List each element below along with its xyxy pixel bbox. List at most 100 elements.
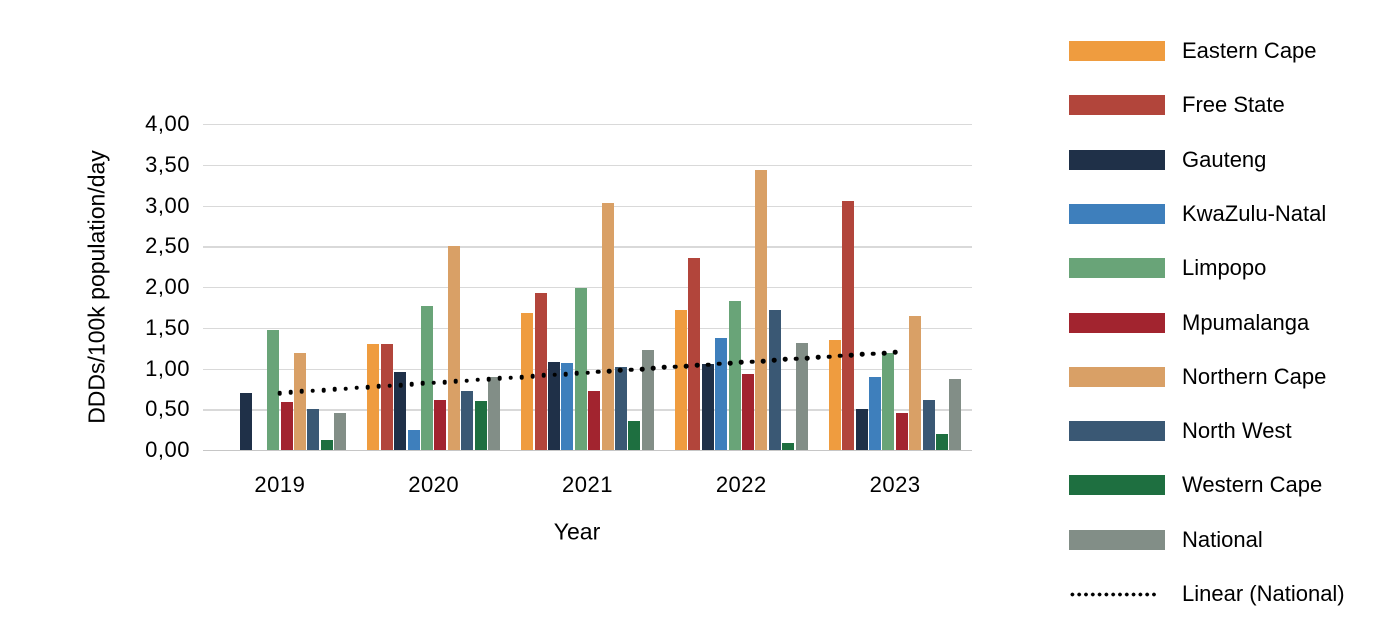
trendline-dot bbox=[870, 351, 876, 356]
trendline-dot bbox=[815, 354, 821, 360]
bar-2021-limpopo bbox=[574, 287, 587, 450]
legend-label: KwaZulu-Natal bbox=[1182, 200, 1327, 226]
trendline-dot bbox=[673, 364, 678, 370]
legend-swatch-gauteng bbox=[1069, 149, 1165, 170]
x-tick-2019: 2019 bbox=[254, 472, 306, 497]
bar-2020-gauteng bbox=[394, 371, 407, 450]
legend-label: North West bbox=[1182, 418, 1292, 444]
y-tick-4-00: 4,00 bbox=[145, 111, 190, 136]
bar-2019-gauteng bbox=[240, 392, 253, 450]
legend-label: Linear (National) bbox=[1182, 581, 1345, 606]
bar-2020-north-west bbox=[461, 391, 474, 450]
trendline-dot bbox=[881, 350, 887, 356]
bar-2020-eastern-cape bbox=[367, 344, 380, 450]
bar-2022-free-state bbox=[688, 258, 701, 450]
bar-2022-gauteng bbox=[701, 364, 714, 450]
bar-2023-national bbox=[949, 379, 962, 450]
trendline-dot bbox=[684, 363, 689, 369]
bar-2019-national bbox=[334, 413, 347, 450]
trendline-dot bbox=[497, 376, 502, 381]
y-tick-2-50: 2,50 bbox=[145, 233, 190, 259]
trendline-dot bbox=[695, 363, 700, 368]
legend-item-gauteng: Gauteng bbox=[1069, 147, 1266, 173]
bar-2022-national bbox=[795, 343, 808, 450]
bar-2021-national bbox=[641, 349, 654, 450]
x-axis-line bbox=[203, 449, 972, 451]
bar-2020-free-state bbox=[380, 344, 393, 450]
trendline-dot bbox=[749, 359, 755, 364]
trendline-dot bbox=[607, 368, 612, 374]
legend-item-western-cape: Western Cape bbox=[1069, 472, 1322, 498]
trendline-dot bbox=[826, 354, 832, 359]
trendline-dot bbox=[464, 378, 469, 383]
legend-swatch-limpopo bbox=[1069, 258, 1165, 279]
bar-2021-free-state bbox=[534, 292, 547, 450]
trendline-dot bbox=[486, 376, 491, 382]
bar-2023-gauteng bbox=[855, 409, 868, 450]
legend-label: Mpumalanga bbox=[1182, 309, 1310, 335]
legend-item-north-west: North West bbox=[1069, 418, 1292, 444]
trendline-dot bbox=[299, 389, 305, 394]
x-tick-2021: 2021 bbox=[562, 472, 613, 497]
legend-label: National bbox=[1182, 526, 1263, 552]
trendline-dot bbox=[310, 388, 316, 394]
trendline-dot bbox=[475, 377, 480, 383]
bar-2021-eastern-cape bbox=[521, 313, 534, 450]
bar-2023-mpumalanga bbox=[895, 413, 908, 450]
legend-item-national: National bbox=[1069, 527, 1263, 553]
trendline-dot bbox=[651, 365, 656, 371]
bar-2020-northern-cape bbox=[447, 246, 460, 450]
bar-2022-eastern-cape bbox=[675, 309, 687, 450]
trendline-dot bbox=[596, 369, 601, 375]
trendline-dot bbox=[343, 386, 349, 391]
bar-2019-mpumalanga bbox=[280, 401, 293, 450]
trendline-dot bbox=[277, 390, 283, 396]
gridline bbox=[203, 205, 972, 207]
trendline-dot bbox=[640, 366, 645, 372]
trendline-dot bbox=[398, 382, 404, 388]
legend-swatch-eastern-cape bbox=[1069, 41, 1165, 61]
legend-swatch-north-west bbox=[1069, 421, 1165, 442]
legend-label: Limpopo bbox=[1182, 255, 1267, 281]
trendline-dot bbox=[442, 379, 447, 385]
trendline-dot bbox=[793, 356, 799, 362]
gridline bbox=[203, 368, 972, 370]
plot-area bbox=[203, 124, 972, 451]
trendline-dot bbox=[706, 362, 711, 367]
y-tick-1-50: 1,50 bbox=[145, 314, 190, 340]
bar-2023-western-cape bbox=[936, 433, 948, 450]
bar-2022-western-cape bbox=[782, 443, 795, 450]
trendline-dot bbox=[552, 372, 557, 378]
gridline bbox=[203, 124, 972, 126]
bar-2023-north-west bbox=[922, 400, 935, 450]
legend-item-free-state: Free State bbox=[1069, 92, 1285, 118]
bar-2020-mpumalanga bbox=[434, 400, 447, 450]
trendline-dot bbox=[892, 349, 898, 355]
trendline-dot bbox=[332, 387, 338, 392]
legend-label: Gauteng bbox=[1182, 146, 1267, 172]
legend-item-limpopo: Limpopo bbox=[1069, 255, 1266, 281]
legend-label: Northern Cape bbox=[1182, 363, 1327, 389]
trendline-dot bbox=[530, 373, 535, 379]
legend-item-mpumalanga: Mpumalanga bbox=[1069, 310, 1309, 336]
legend-item-kwazulu-natal: KwaZulu-Natal bbox=[1069, 201, 1326, 227]
bar-2022-northern-cape bbox=[755, 170, 768, 450]
trendline-dot bbox=[563, 371, 568, 377]
bar-2023-eastern-cape bbox=[828, 339, 841, 450]
trendline-dot bbox=[541, 373, 546, 378]
trendline-dot bbox=[420, 381, 425, 386]
x-tick-2020: 2020 bbox=[408, 472, 460, 497]
bar-2019-limpopo bbox=[267, 330, 280, 450]
bar-2022-mpumalanga bbox=[742, 374, 754, 450]
bar-2022-kwazulu-natal bbox=[715, 338, 728, 450]
trendline-dot bbox=[662, 365, 667, 370]
bar-2019-north-west bbox=[307, 409, 320, 450]
trendline-dot bbox=[409, 381, 415, 387]
bar-2022-north-west bbox=[768, 309, 781, 450]
trendline-dot bbox=[453, 379, 458, 384]
bar-2020-western-cape bbox=[474, 401, 487, 450]
trendline-dot bbox=[629, 367, 634, 372]
legend-label: Eastern Cape bbox=[1182, 38, 1317, 63]
legend-swatch-free-state bbox=[1069, 95, 1165, 116]
